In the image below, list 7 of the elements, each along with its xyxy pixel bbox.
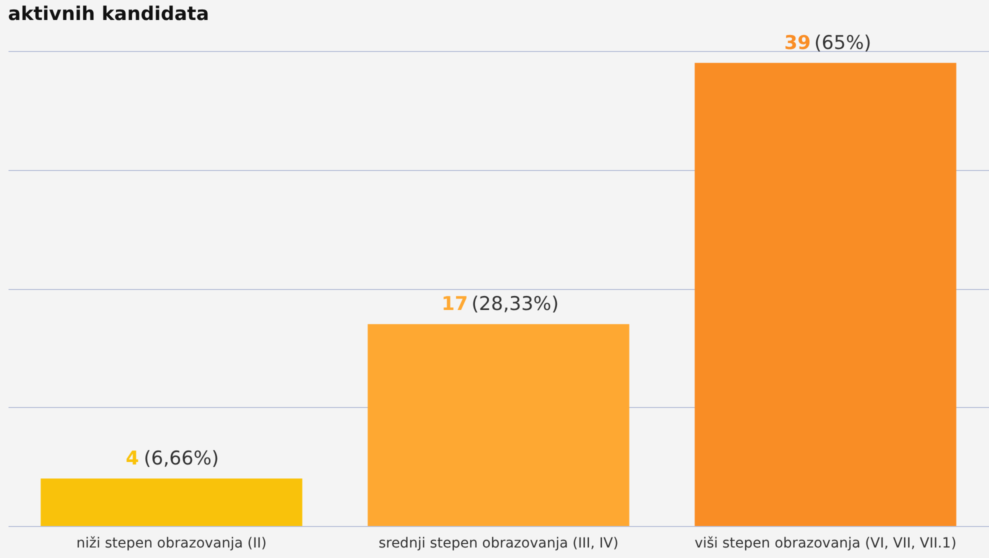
- x-tick-label: niži stepen obrazovanja (II): [76, 536, 267, 552]
- chart-title: aktivnih kandidata: [8, 2, 210, 25]
- x-tick-label: srednji stepen obrazovanja (III, IV): [378, 536, 618, 552]
- data-label: 17 (28,33%): [442, 293, 559, 316]
- data-label: 4 (6,66%): [126, 448, 219, 470]
- x-tick-label: viši stepen obrazovanja (VI, VII, VII.1): [694, 536, 956, 552]
- data-label: 39 (65%): [784, 32, 872, 54]
